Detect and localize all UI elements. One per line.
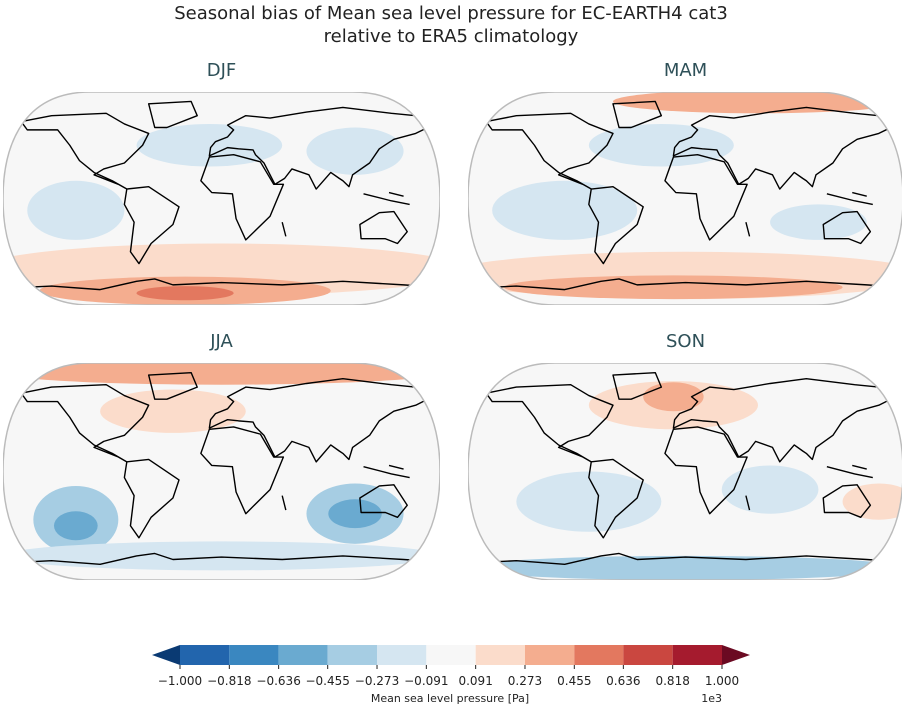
color-bin: [278, 645, 328, 665]
anomaly-region: [721, 465, 819, 514]
extend-high: [722, 645, 750, 665]
map: [3, 363, 440, 580]
anomaly-region: [643, 382, 704, 412]
anomaly-region: [504, 275, 843, 300]
color-bin: [574, 645, 624, 665]
tick-label: 0.273: [508, 674, 542, 688]
color-bin: [623, 645, 673, 665]
anomaly-region: [306, 127, 404, 175]
tick-label: 0.455: [557, 674, 591, 688]
anomaly-region: [842, 483, 902, 520]
map: [3, 92, 440, 305]
anomaly-region: [588, 123, 734, 167]
map-body: [468, 92, 902, 305]
map-body: [468, 363, 902, 580]
tick-label: −0.636: [256, 674, 300, 688]
map-body: [3, 92, 440, 305]
map-body: [3, 363, 440, 580]
anomaly-region: [613, 92, 902, 114]
tick-label: 1.000: [705, 674, 739, 688]
map: [468, 363, 902, 580]
tick-label: −0.455: [305, 674, 349, 688]
offset-label: 1e3: [701, 692, 722, 705]
color-bin: [672, 645, 722, 665]
anomaly-region: [27, 180, 125, 240]
panel-title: DJF: [207, 60, 237, 81]
color-bin: [524, 645, 575, 665]
color-bin: [229, 645, 279, 665]
tick-label: 0.091: [458, 674, 492, 688]
title-line: Seasonal bias of Mean sea level pressure…: [174, 3, 728, 24]
tick-label: −0.818: [207, 674, 251, 688]
color-bin: [180, 645, 230, 665]
tick-label: 0.818: [655, 674, 689, 688]
color-bin: [426, 645, 476, 665]
anomaly-region: [328, 499, 382, 529]
color-bin: [327, 645, 378, 665]
panel-title: MAM: [664, 60, 707, 81]
color-bin: [475, 645, 525, 665]
anomaly-region: [516, 471, 662, 532]
color-bin: [377, 645, 427, 665]
anomaly-region: [492, 180, 638, 240]
anomaly-region: [3, 541, 440, 571]
panels: DJF MAM JJA SON: [3, 60, 902, 580]
map: [468, 92, 902, 305]
anomaly-region: [770, 204, 867, 240]
anomaly-region: [136, 123, 283, 167]
anomaly-region: [136, 286, 234, 301]
panel-title: JJA: [209, 331, 233, 352]
tick-label: −0.273: [355, 674, 399, 688]
tick-label: −0.091: [404, 674, 448, 688]
anomaly-region: [3, 363, 440, 385]
anomaly-region: [468, 555, 902, 580]
title-line: relative to ERA5 climatology: [324, 26, 579, 47]
panel-title: SON: [666, 331, 705, 352]
tick-label: 0.636: [606, 674, 640, 688]
colorbar-label: Mean sea level pressure [Pa]: [371, 692, 529, 705]
anomaly-region: [53, 511, 98, 541]
extend-low: [152, 645, 180, 665]
colorbar: −1.000 −0.818 −0.636 −0.455 −0.273 −0.091 0.09…: [152, 645, 750, 688]
tick-label: −1.000: [158, 674, 202, 688]
